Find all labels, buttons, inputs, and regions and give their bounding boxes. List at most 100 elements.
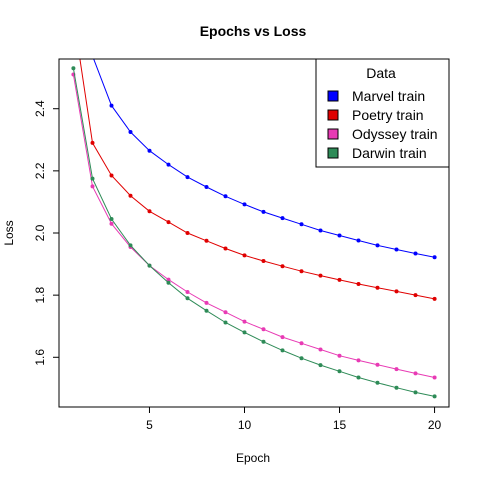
data-point [90,176,95,181]
data-point [280,348,285,353]
data-point [242,202,247,207]
y-tick-label: 2.0 [33,224,47,241]
data-point [185,296,190,301]
data-point [280,335,285,340]
y-axis-label: Loss [2,220,16,245]
data-point [109,217,114,221]
data-point [109,221,114,226]
data-point [356,282,361,286]
data-point [128,193,133,198]
data-point [413,371,418,376]
data-point [299,222,304,227]
data-point [356,238,361,243]
data-point [375,362,380,367]
x-axis-label: Epoch [236,451,270,465]
data-point [185,231,190,235]
legend-label: Darwin train [352,145,427,161]
x-tick-label: 10 [238,418,252,432]
data-point [280,264,285,269]
legend-swatch [327,90,339,102]
data-point [261,339,266,344]
data-point [413,251,418,256]
y-tick-label: 1.6 [33,349,47,366]
data-point [337,233,342,238]
data-point [394,289,399,294]
data-point [318,363,323,368]
legend-title: Data [366,65,396,81]
series-0 [91,54,437,260]
data-point [318,273,323,278]
data-point [91,54,95,58]
data-point [166,280,171,285]
data-point [147,148,152,153]
series-1 [71,14,437,301]
legend-swatch [327,109,339,121]
legend-label: Marvel train [352,88,425,104]
data-point [223,194,228,199]
y-axis: 1.6 1.8 2.0 2.2 2.4 [33,100,59,366]
data-point [375,243,380,248]
data-point [261,327,266,332]
data-point [71,14,75,18]
data-point [261,209,266,214]
data-point [71,66,76,71]
data-point [128,130,133,134]
data-point [223,310,228,315]
data-point [356,358,361,363]
x-axis: 5 10 15 20 [146,407,442,432]
data-point [242,319,247,324]
data-point [432,255,437,260]
x-tick-label: 5 [146,418,153,432]
data-point [356,375,361,380]
data-point [204,300,209,305]
data-point [109,103,114,108]
data-point [299,356,304,361]
data-point [318,228,323,233]
data-point [394,247,399,252]
data-point [223,320,228,325]
data-point [166,220,171,225]
data-point [432,296,437,301]
series-line [72,68,435,397]
data-point [204,238,209,243]
series-line [72,74,435,378]
series-layer [71,14,437,399]
data-point [299,341,304,346]
data-point [185,290,190,294]
data-point [413,390,418,395]
legend-swatch [327,147,339,159]
data-point [375,285,380,290]
data-point [166,162,171,167]
data-point [432,394,437,399]
data-point [280,216,285,221]
data-point [337,277,342,282]
data-point [432,375,437,380]
legend-label: Poetry train [352,107,424,123]
data-point [413,293,418,298]
data-point [90,140,95,145]
data-point [204,185,209,189]
x-tick-label: 15 [333,418,347,432]
data-point [147,263,152,268]
data-point [337,353,342,358]
data-point [318,347,323,352]
data-point [394,367,399,372]
x-tick-label: 20 [428,418,442,432]
data-point [185,175,190,180]
data-point [375,380,380,385]
data-point [261,259,266,263]
legend-swatch [327,128,339,140]
series-3 [71,66,437,399]
series-line [93,59,435,258]
data-point [147,209,152,214]
data-point [128,243,133,248]
y-tick-label: 1.8 [33,286,47,303]
data-point [223,246,228,251]
y-tick-label: 2.4 [33,100,47,117]
legend-label: Odyssey train [352,126,438,142]
data-point [166,277,171,282]
data-point [90,184,95,189]
data-point [394,385,399,390]
data-point [109,173,114,178]
